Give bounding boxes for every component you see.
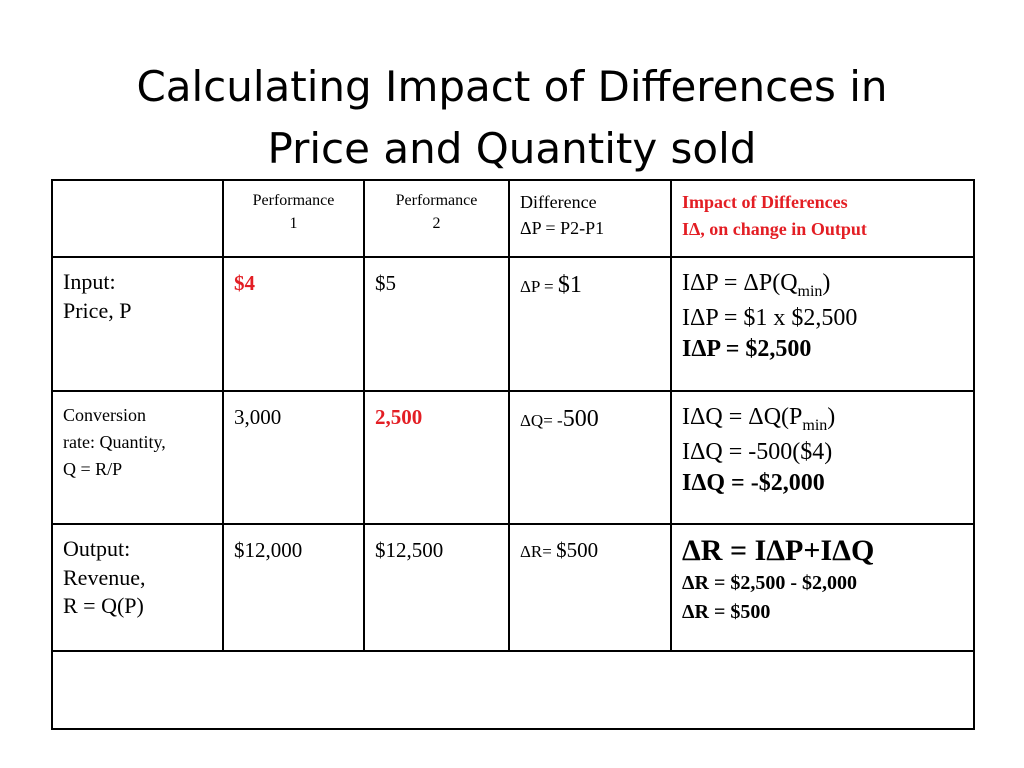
header-impact: Impact of Differences IΔ, on change in O… bbox=[670, 179, 975, 258]
header-difference: Difference ΔP = P2-P1 bbox=[508, 179, 672, 258]
title-line-1: Calculating Impact of Differences in bbox=[136, 62, 888, 112]
conversion-performance-2: 2,500 bbox=[363, 390, 510, 525]
header-performance-1: Performance 1 bbox=[222, 179, 365, 258]
output-impact: ΔR = IΔP+IΔQ ΔR = $2,500 - $2,000 ΔR = $… bbox=[670, 523, 975, 652]
row-label-conversion: Conversion rate: Quantity, Q = R/P bbox=[51, 390, 224, 525]
slide-title: Calculating Impact of Differences in Pri… bbox=[40, 56, 984, 180]
title-line-2: Price and Quantity sold bbox=[267, 124, 757, 174]
header-performance-2: Performance 2 bbox=[363, 179, 510, 258]
input-performance-1: $4 bbox=[222, 256, 365, 392]
table-row-empty bbox=[51, 650, 975, 730]
output-performance-2: $12,500 bbox=[363, 523, 510, 652]
table-header-row: Performance 1 Performance 2 Difference Δ… bbox=[51, 179, 975, 258]
impact-table: Performance 1 Performance 2 Difference Δ… bbox=[51, 179, 975, 730]
input-impact: IΔP = ΔP(Qmin) IΔP = $1 x $2,500 IΔP = $… bbox=[670, 256, 975, 392]
input-difference: ΔP = $1 bbox=[508, 256, 672, 392]
table-row-conversion: Conversion rate: Quantity, Q = R/P 3,000… bbox=[51, 390, 975, 525]
row-label-input: Input: Price, P bbox=[51, 256, 224, 392]
header-empty-cell bbox=[51, 179, 224, 258]
conversion-performance-1: 3,000 bbox=[222, 390, 365, 525]
conversion-difference: ΔQ= -500 bbox=[508, 390, 672, 525]
table-row-output: Output: Revenue, R = Q(P) $12,000 $12,50… bbox=[51, 523, 975, 652]
empty-cell bbox=[51, 650, 975, 730]
conversion-impact: IΔQ = ΔQ(Pmin) IΔQ = -500($4) IΔQ = -$2,… bbox=[670, 390, 975, 525]
output-performance-1: $12,000 bbox=[222, 523, 365, 652]
input-performance-2: $5 bbox=[363, 256, 510, 392]
output-difference: ΔR= $500 bbox=[508, 523, 672, 652]
row-label-output: Output: Revenue, R = Q(P) bbox=[51, 523, 224, 652]
table-row-input: Input: Price, P $4 $5 ΔP = $1 IΔP = ΔP(Q… bbox=[51, 256, 975, 392]
